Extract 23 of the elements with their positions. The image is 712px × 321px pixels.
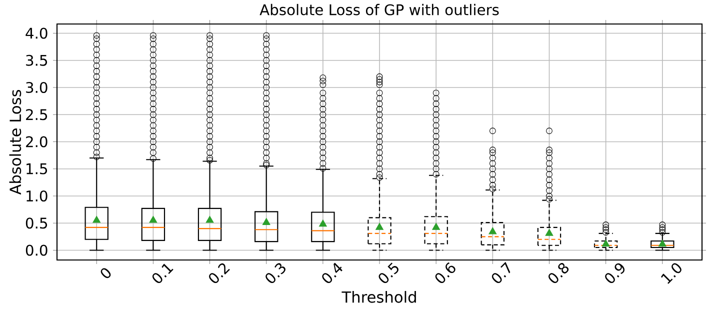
x-tick-label: 0.1 bbox=[152, 264, 174, 284]
y-tick-label: 4.0 bbox=[26, 28, 48, 39]
y-tick-label: 1.0 bbox=[26, 190, 48, 202]
x-tick-label: 0.3 bbox=[266, 263, 286, 284]
x-tick-label: 0.5 bbox=[378, 262, 398, 284]
x-tick-label: 0.2 bbox=[209, 263, 230, 284]
x-tick-label: 0.8 bbox=[548, 263, 569, 284]
y-tick-label: 0.5 bbox=[26, 218, 48, 229]
y-tick-label: 2.0 bbox=[26, 136, 48, 148]
x-tick-label: 0.6 bbox=[435, 262, 456, 284]
y-tick-label: 3.5 bbox=[26, 54, 48, 66]
y-tick-label: 1.5 bbox=[26, 163, 48, 174]
x-tick-label: 0.4 bbox=[322, 262, 342, 284]
x-tick-label: 1.0 bbox=[661, 263, 682, 284]
x-tick-label: 0.9 bbox=[605, 263, 625, 284]
y-axis-title: Absolute Loss bbox=[9, 90, 22, 195]
y-tick-label: 3.0 bbox=[26, 82, 48, 94]
x-axis-title: Threshold bbox=[342, 290, 416, 303]
y-tick-label: 0.0 bbox=[26, 244, 48, 256]
x-tick-label: 0 bbox=[100, 268, 111, 278]
x-tick-label: 0.7 bbox=[492, 262, 510, 284]
chart-title: Absolute Loss of GP with outliers bbox=[260, 4, 499, 16]
y-tick-label: 2.5 bbox=[26, 109, 48, 120]
